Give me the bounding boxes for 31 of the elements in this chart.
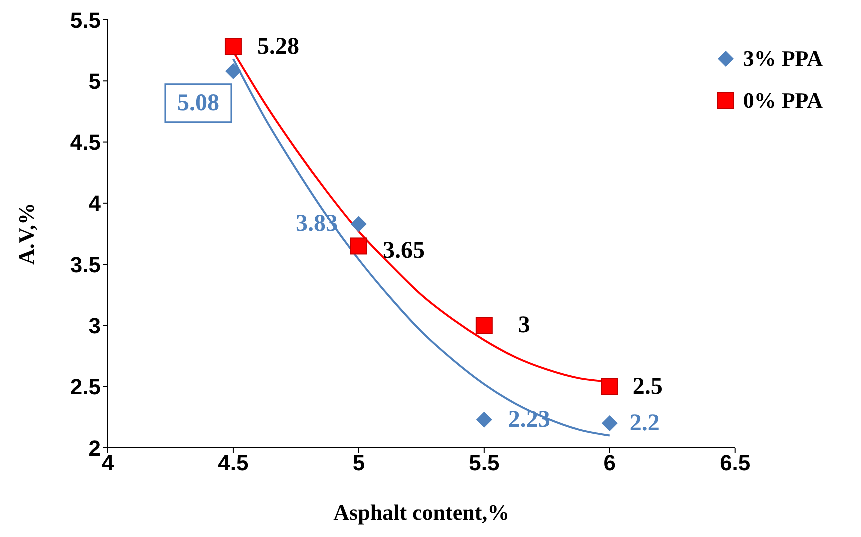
point <box>350 238 368 255</box>
data-label: 5.08 <box>177 90 220 116</box>
data-label: 2.5 <box>632 374 663 400</box>
y-tick-label: 2.5 <box>70 374 101 400</box>
legend-label: 3% PPA <box>743 46 823 72</box>
data-label: 2.2 <box>630 410 660 437</box>
y-tick-label: 2 <box>88 436 101 461</box>
y-axis-title: A.V,% <box>14 203 39 265</box>
point <box>350 216 367 232</box>
data-label: 3.65 <box>382 238 425 264</box>
x-tick-label: 5.5 <box>469 450 500 476</box>
point <box>224 38 242 56</box>
y-tick-label: 5 <box>88 68 101 94</box>
point <box>476 317 493 334</box>
y-tick-label: 4 <box>88 191 102 216</box>
data-label: 3 <box>518 312 530 339</box>
data-label: 5.28 <box>257 34 300 60</box>
point <box>601 378 618 396</box>
x-axis-title: Asphalt content,% <box>334 500 510 525</box>
y-tick-label: 5.5 <box>70 8 101 33</box>
point <box>476 412 492 428</box>
y-tick-label: 3.5 <box>70 252 101 278</box>
y-tick-label: 4.5 <box>70 130 101 156</box>
x-tick-label: 6 <box>604 450 616 476</box>
x-tick-label: 5 <box>352 450 366 476</box>
point <box>225 63 242 80</box>
x-tick-label: 6.5 <box>720 450 751 476</box>
y-tick-label: 3 <box>88 314 101 339</box>
x-tick-label: 4.5 <box>218 450 249 476</box>
point <box>602 416 618 432</box>
legend-label: 0% PPA <box>743 88 823 114</box>
